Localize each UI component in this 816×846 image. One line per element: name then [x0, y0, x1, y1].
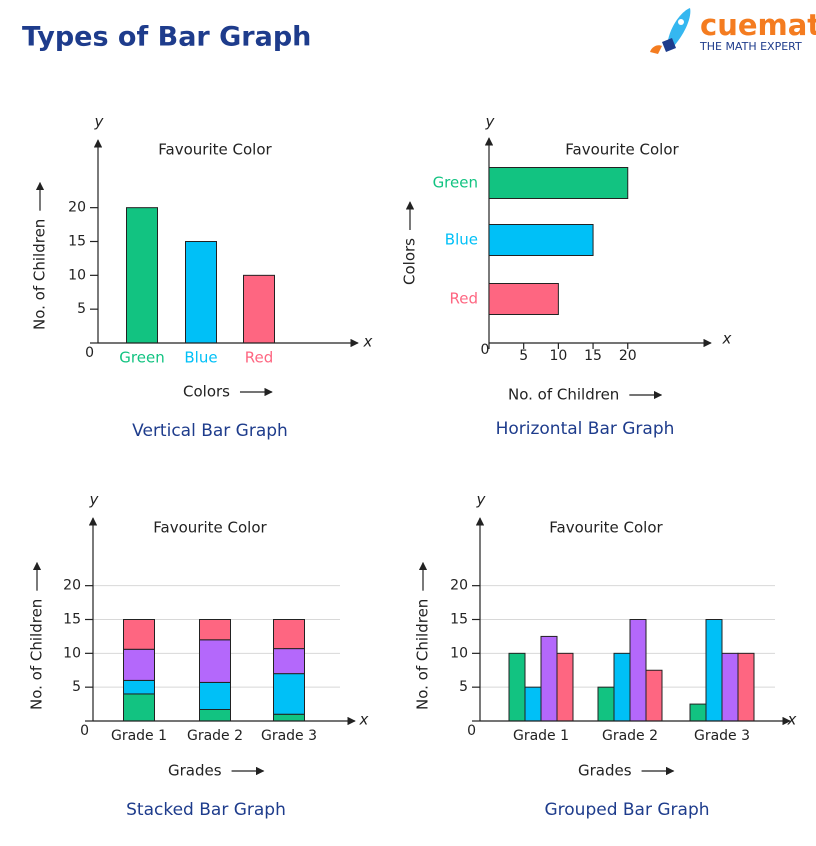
chart-caption: Grouped Bar Graph: [544, 800, 709, 820]
y-symbol: y: [485, 113, 496, 131]
x-tick-label: Grade 3: [694, 728, 750, 744]
y-tick-label: Blue: [445, 231, 478, 249]
x-tick-label: Blue: [184, 349, 217, 367]
chart-title: Favourite Color: [549, 519, 663, 537]
bar-segment: [123, 648, 155, 681]
bar: [629, 619, 647, 722]
bar: [488, 283, 559, 315]
x-axis-label: No. of Children: [508, 386, 619, 404]
bar-segment: [199, 708, 231, 722]
x-tick-label: 5: [519, 348, 528, 364]
y-tick-label: 15: [450, 612, 468, 628]
y-axis-label: No. of Children: [28, 599, 46, 710]
logo-tagline: THE MATH EXPERT: [699, 40, 802, 53]
x-tick-label: 0: [481, 342, 490, 358]
bar-segment: [273, 648, 305, 675]
x-tick-label: 15: [584, 348, 602, 364]
bar-segment: [273, 619, 305, 650]
bar: [645, 669, 663, 722]
x-axis-label: Colors: [183, 383, 230, 401]
chart-caption: Horizontal Bar Graph: [496, 419, 675, 439]
bar: [488, 224, 594, 256]
page-title: Types of Bar Graph: [22, 22, 311, 53]
chart-title: Favourite Color: [158, 141, 272, 159]
y-tick-label: 0: [85, 345, 94, 361]
x-tick-label: Green: [119, 349, 164, 367]
y-tick-label: 5: [72, 679, 81, 695]
bar: [185, 241, 217, 344]
y-tick-label: 20: [68, 200, 86, 216]
y-tick-label: Green: [433, 174, 478, 192]
bar-segment: [273, 673, 305, 715]
bar: [721, 652, 739, 722]
y-symbol: y: [94, 113, 105, 131]
bar: [597, 686, 615, 722]
bar-segment: [199, 639, 231, 683]
x-tick-label: Grade 3: [261, 728, 317, 744]
bar: [524, 686, 542, 722]
bar: [508, 652, 526, 722]
bar: [488, 167, 629, 199]
x-symbol: x: [363, 333, 373, 351]
bar: [737, 652, 755, 722]
y-axis-label: Colors: [401, 238, 419, 285]
bar: [126, 207, 158, 344]
y-tick-label: 10: [68, 267, 86, 283]
x-tick-label: Grade 2: [187, 728, 243, 744]
y-tick-label: 20: [450, 578, 468, 594]
x-tick-label: Red: [245, 349, 274, 367]
y-axis-label: No. of Children: [414, 599, 432, 710]
logo-text: cuemath: [700, 8, 816, 42]
x-tick-label: Grade 2: [602, 728, 658, 744]
y-tick-label: 5: [77, 301, 86, 317]
x-tick-label: Grade 1: [111, 728, 167, 744]
x-symbol: x: [722, 330, 732, 348]
y-axis-label: No. of Children: [31, 219, 49, 330]
y-tick-label: 20: [63, 578, 81, 594]
bar-segment: [123, 693, 155, 722]
bar: [705, 619, 723, 722]
bar-segment: [123, 679, 155, 695]
y-tick-label: Red: [450, 290, 479, 308]
bar: [540, 635, 558, 722]
y-tick-label: 10: [63, 645, 81, 661]
y-tick-label: 0: [80, 723, 89, 739]
y-tick-label: 15: [68, 234, 86, 250]
bar-segment: [123, 619, 155, 650]
x-axis-label: Grades: [168, 762, 222, 780]
bar-segment: [273, 713, 305, 722]
logo-icon: [650, 8, 691, 54]
chart-title: Favourite Color: [153, 519, 267, 537]
bar-segment: [199, 619, 231, 641]
x-tick-label: 20: [619, 348, 637, 364]
bar: [689, 703, 707, 722]
y-tick-label: 5: [459, 679, 468, 695]
x-symbol: x: [787, 711, 797, 729]
y-symbol: y: [476, 491, 487, 509]
y-tick-label: 10: [450, 645, 468, 661]
x-symbol: x: [359, 711, 369, 729]
bar: [243, 274, 275, 344]
y-symbol: y: [89, 491, 100, 509]
x-axis-label: Grades: [578, 762, 632, 780]
y-tick-label: 15: [63, 612, 81, 628]
bar: [613, 652, 631, 722]
bar: [556, 652, 574, 722]
y-tick-label: 0: [467, 723, 476, 739]
x-tick-label: 10: [549, 348, 567, 364]
chart-caption: Stacked Bar Graph: [126, 800, 286, 820]
chart-caption: Vertical Bar Graph: [132, 421, 288, 441]
x-tick-label: Grade 1: [513, 728, 569, 744]
chart-title: Favourite Color: [565, 141, 679, 159]
bar-segment: [199, 681, 231, 710]
